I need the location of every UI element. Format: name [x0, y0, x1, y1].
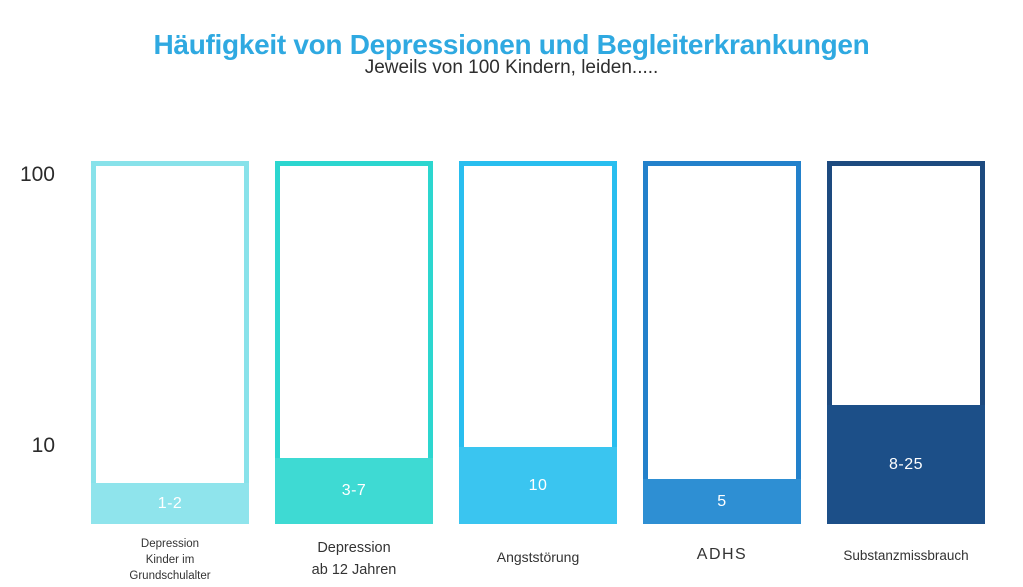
bar-angststoerung: 10	[459, 161, 617, 524]
bar-category-label-angststoerung: Angststörung	[496, 549, 580, 565]
page-title: Häufigkeit von Depressionen und Begleite…	[153, 28, 870, 60]
bar-category-label-substanzmissbrauch: Substanzmissbrauch	[843, 548, 969, 563]
bar-substanzmissbrauch: 8-25	[827, 161, 985, 524]
bars-row: 1-2 Depression Kinder im Grundschulalter 3-7…	[91, 161, 985, 584]
bar-category-label-depression-grundschulalter: Depression Kinder im Grundschulalter	[129, 538, 211, 582]
bar-column-substanzmissbrauch: 8-25 Substanzmissbrauch	[827, 161, 985, 584]
bar-fill-depression-grundschulalter: 1-2	[91, 483, 249, 524]
bar-value-label-adhs: 5	[717, 492, 727, 510]
bar-fill-adhs: 5	[643, 479, 801, 524]
bar-category-label-depression-ab-12-jahren: Depression ab 12 Jahren	[311, 540, 397, 578]
bar-column-adhs: 5 ADHS	[643, 161, 801, 584]
y-axis-tick-10: 10	[31, 434, 55, 457]
bar-fill-angststoerung: 10	[459, 447, 617, 524]
bar-value-label-angststoerung: 10	[528, 476, 548, 494]
bar-outline-depression-grundschulalter	[91, 161, 249, 524]
bar-depression-grundschulalter: 1-2	[91, 161, 249, 524]
y-axis-tick-100: 100	[19, 163, 55, 186]
bar-fill-depression-ab-12-jahren: 3-7	[275, 458, 433, 524]
bar-adhs: 5	[643, 161, 801, 524]
bar-column-depression-grundschulalter: 1-2 Depression Kinder im Grundschulalter	[91, 161, 249, 584]
bar-category-label-adhs: ADHS	[696, 546, 748, 563]
bar-outline-adhs	[643, 161, 801, 524]
bar-depression-ab-12-jahren: 3-7	[275, 161, 433, 524]
bar-column-angststoerung: 10 Angststörung	[459, 161, 617, 584]
bar-fill-substanzmissbrauch: 8-25	[827, 405, 985, 524]
bar-column-depression-ab-12-jahren: 3-7 Depression ab 12 Jahren	[275, 161, 433, 584]
bar-value-label-depression-grundschulalter: 1-2	[157, 494, 183, 512]
page-subtitle: Jeweils von 100 Kindern, leiden.....	[364, 57, 659, 78]
bar-value-label-substanzmissbrauch: 8-25	[888, 455, 924, 473]
bar-value-label-depression-ab-12-jahren: 3-7	[341, 482, 367, 499]
